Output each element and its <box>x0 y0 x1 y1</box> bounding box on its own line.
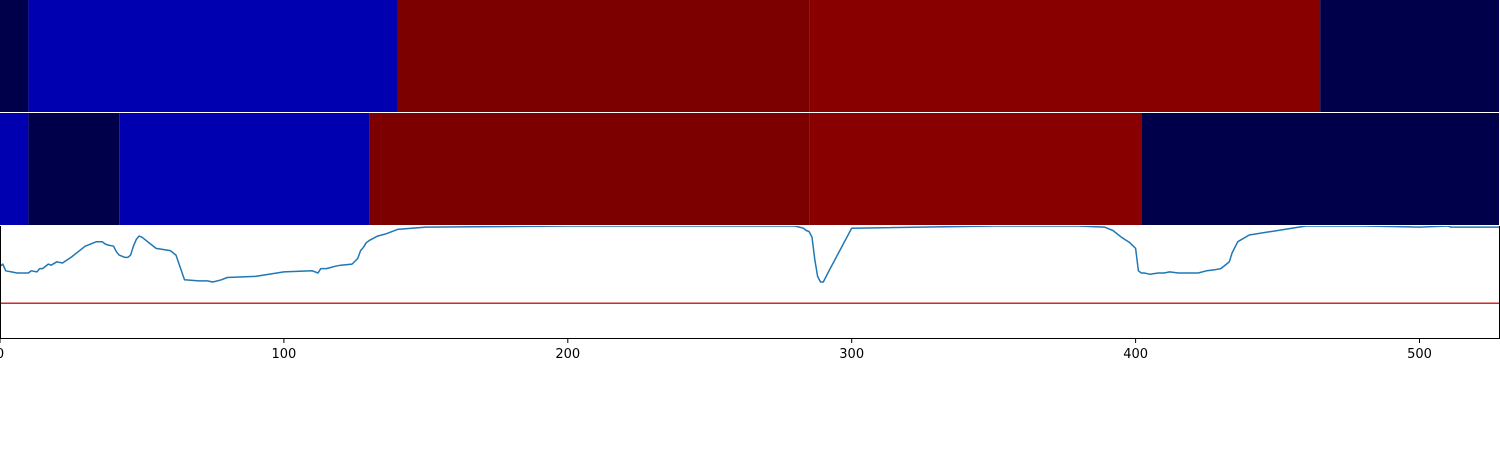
x-tick-label: 500 <box>1407 347 1432 362</box>
heatmap-cell-row0-seg4 <box>1320 0 1499 112</box>
heatmap-row-top <box>0 0 1499 112</box>
heatmap-cell-row1-seg0 <box>0 113 29 225</box>
heatmap-cell-row1-seg3 <box>369 113 810 225</box>
line-panel-background <box>0 226 1500 338</box>
heatmap-cell-row1-seg1 <box>28 113 120 225</box>
line-panel <box>0 225 1500 338</box>
heatmap-cell-row0-seg1 <box>28 0 398 112</box>
x-tick-label: 0 <box>0 347 4 362</box>
panel-separator <box>0 112 1500 113</box>
heatmap-cell-row0-seg0 <box>0 0 29 112</box>
heatmap-row-middle <box>0 113 1499 225</box>
x-tick-label: 400 <box>1123 347 1148 362</box>
x-axis: 0 100 200 300 400 500 <box>0 338 1500 362</box>
x-tick-label: 300 <box>839 347 864 362</box>
heatmap-cell-row1-seg2 <box>119 113 370 225</box>
heatmap-cell-row0-seg2 <box>397 0 810 112</box>
x-tick-label: 100 <box>271 347 296 362</box>
heatmap-cell-row0-seg3 <box>809 0 1321 112</box>
x-tick-label: 200 <box>555 347 580 362</box>
heatmap-cell-row1-seg5 <box>1141 113 1499 225</box>
heatmap-cell-row1-seg4 <box>809 113 1142 225</box>
panel-separator <box>0 225 1500 226</box>
series-line-0 <box>0 225 1499 283</box>
